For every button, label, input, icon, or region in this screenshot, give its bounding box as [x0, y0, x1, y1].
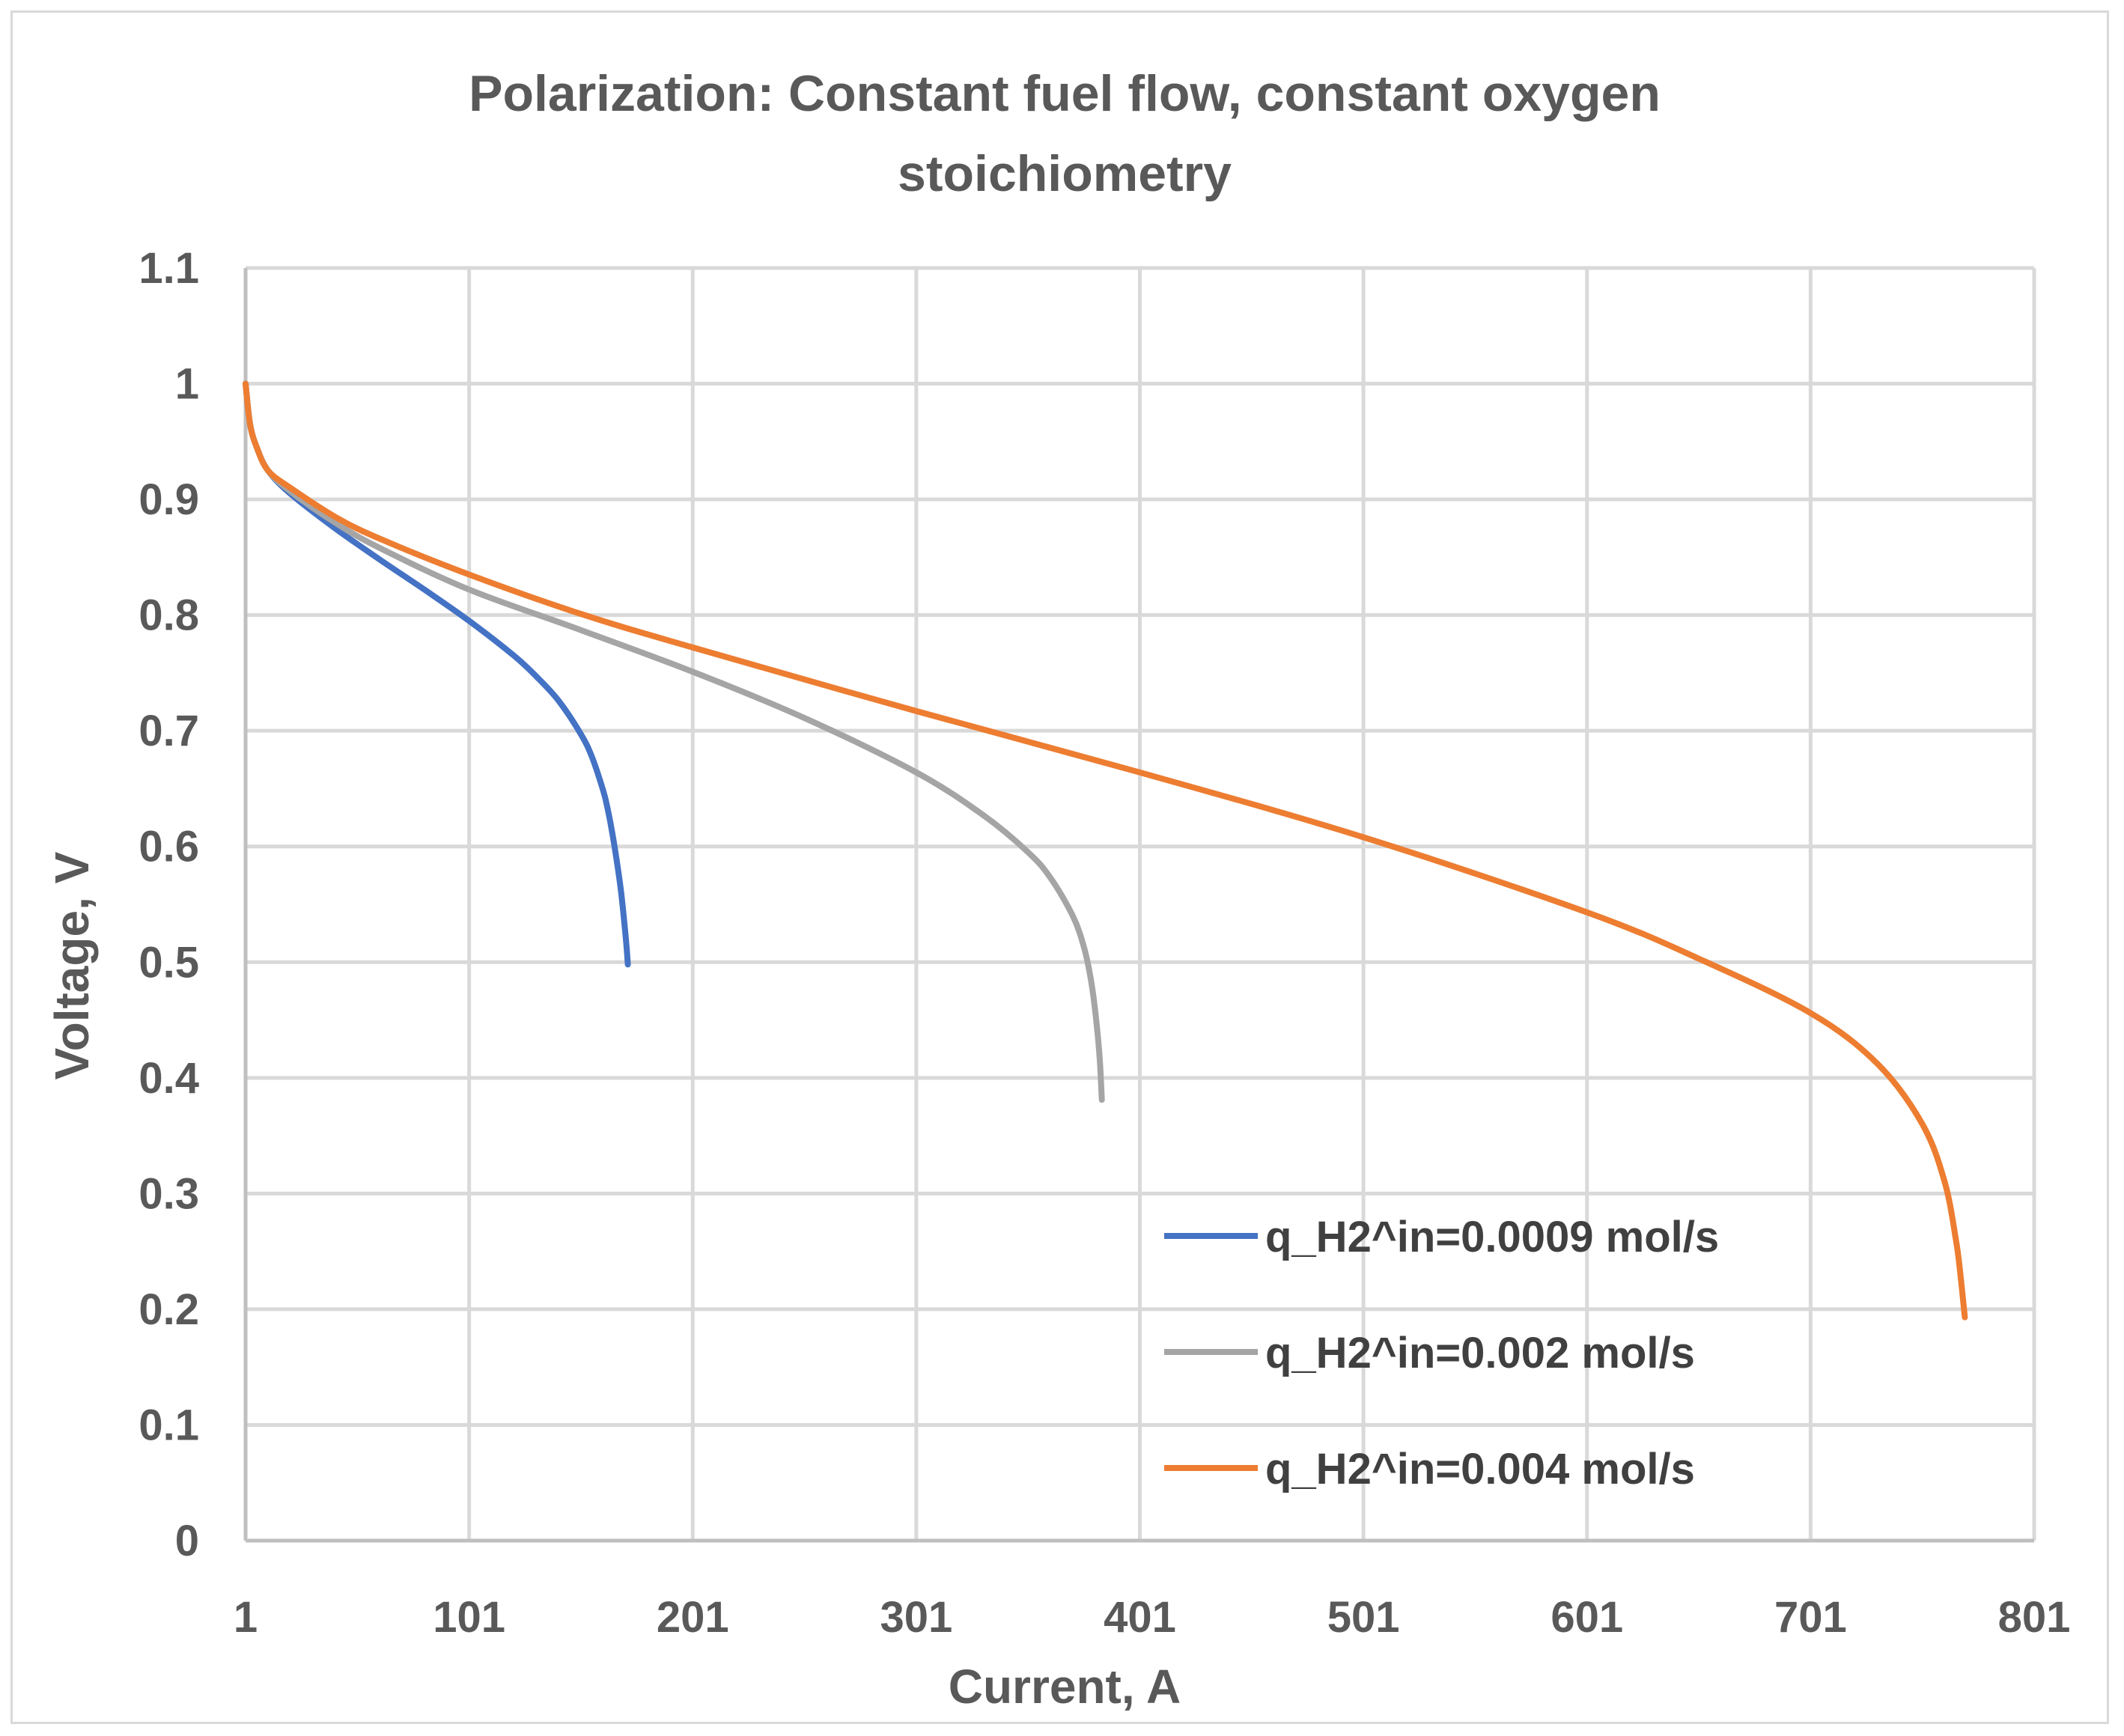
x-tick-label: 301	[880, 1593, 952, 1642]
legend-label-series-3: q_H2^in=0.004 mol/s	[1265, 1445, 1695, 1493]
x-tick-label: 1	[234, 1593, 258, 1642]
x-axis-label: Current, A	[949, 1660, 1181, 1714]
x-tick-label: 401	[1104, 1593, 1176, 1642]
y-tick-label: 0.6	[139, 823, 199, 871]
chart-title-line-2: stoichiometry	[898, 145, 1232, 202]
chart-frame	[10, 10, 2109, 1724]
y-tick-label: 0.2	[139, 1285, 199, 1334]
series-line-1	[243, 380, 631, 968]
y-tick-label: 1.1	[139, 244, 199, 293]
axes	[243, 268, 2034, 1543]
series-line-2	[243, 380, 1105, 1103]
y-tick-label: 0.3	[139, 1169, 199, 1218]
y-tick-label: 0.4	[139, 1054, 199, 1103]
x-tick-label: 801	[1998, 1593, 2071, 1642]
gridlines	[246, 266, 2036, 1541]
legend-label-series-1: q_H2^in=0.0009 mol/s	[1265, 1213, 1719, 1261]
x-tick-label: 201	[657, 1593, 729, 1642]
y-tick-label: 0.8	[139, 591, 199, 640]
series-lines	[243, 380, 1968, 1321]
x-tick-label: 101	[433, 1593, 505, 1642]
x-tick-label: 501	[1327, 1593, 1400, 1642]
y-tick-label: 0.7	[139, 707, 199, 755]
y-axis-label: Voltage, V	[45, 851, 99, 1079]
x-tick-label: 701	[1774, 1593, 1847, 1642]
y-tick-label: 0	[175, 1517, 199, 1565]
legend: q_H2^in=0.0009 mol/s q_H2^in=0.002 mol/s…	[1164, 1213, 1719, 1493]
x-tick-label: 601	[1551, 1593, 1623, 1642]
legend-label-series-2: q_H2^in=0.002 mol/s	[1265, 1329, 1695, 1377]
y-tick-label: 1	[175, 360, 199, 409]
y-tick-label: 0.5	[139, 938, 199, 987]
y-tick-label: 0.1	[139, 1401, 199, 1449]
series-line-3	[243, 380, 1968, 1321]
chart-title-line-1: Polarization: Constant fuel flow, consta…	[469, 65, 1661, 122]
tick-labels: 0 0.1 0.2 0.3 0.4 0.5 0.6 0.7 0.8 0.9 1 1.1 1 101 201 3…	[139, 244, 2070, 1642]
y-tick-label: 0.9	[139, 475, 199, 524]
